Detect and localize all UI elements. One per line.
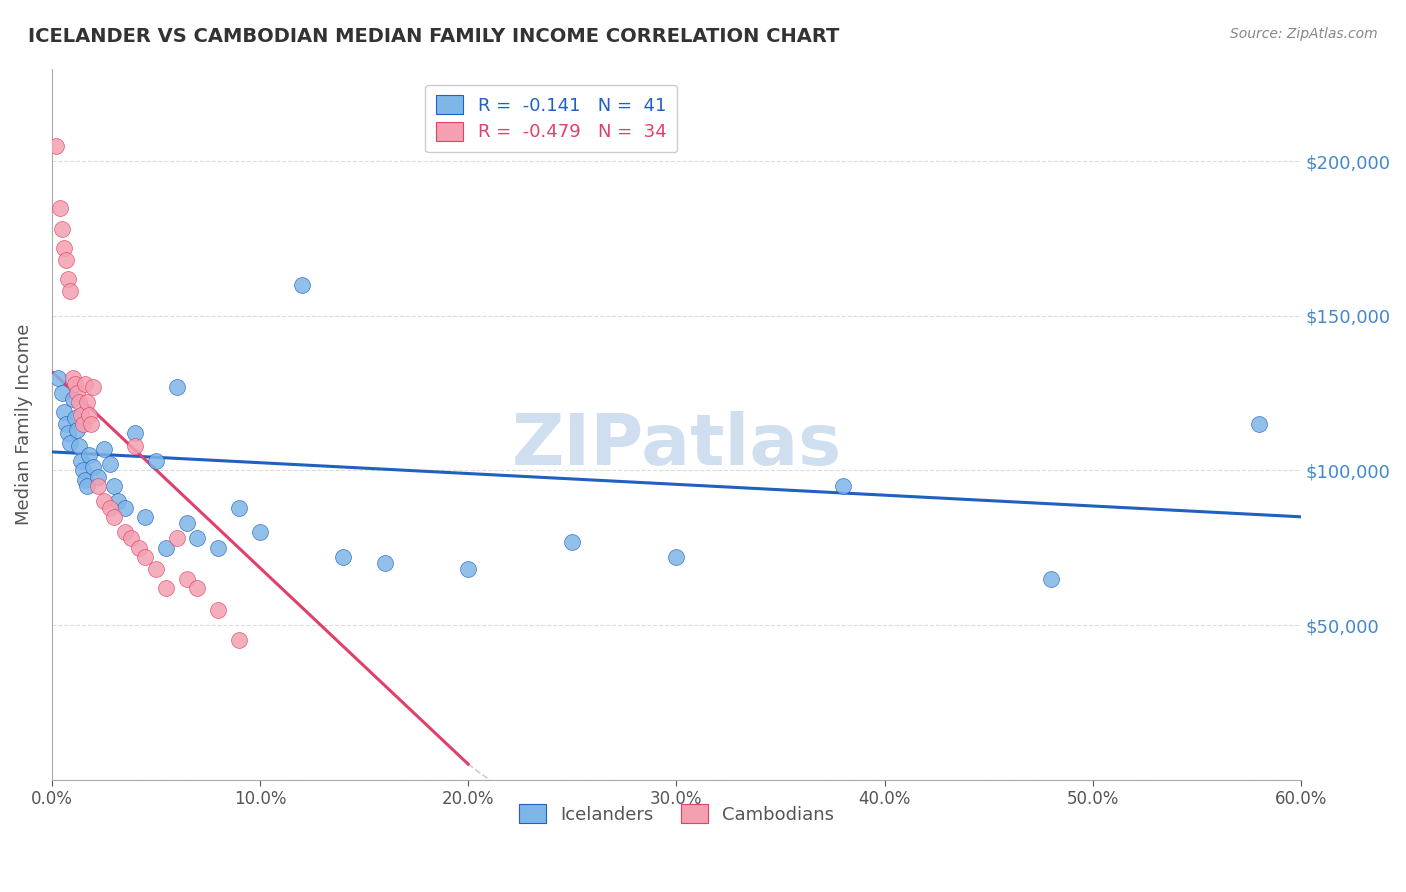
Point: [70, 454, 93, 468]
Text: ZIPatlas: ZIPatlas: [512, 411, 841, 480]
Point: [107, 494, 129, 508]
Point: [77, 448, 100, 462]
Point: [82, 380, 104, 394]
Point: [124, 426, 146, 441]
Point: [76, 479, 98, 493]
Point: [76, 395, 98, 409]
Point: [134, 549, 156, 564]
Point: [103, 479, 125, 493]
Point: [75, 376, 97, 391]
Point: [1249, 417, 1271, 431]
Point: [176, 572, 198, 586]
Point: [207, 541, 229, 555]
Point: [124, 439, 146, 453]
Point: [55, 417, 77, 431]
Point: [457, 562, 479, 576]
Point: [53, 241, 76, 255]
Point: [93, 442, 115, 456]
Point: [49, 201, 72, 215]
Point: [176, 516, 198, 530]
Point: [291, 277, 314, 292]
Point: [75, 473, 97, 487]
Point: [51, 222, 73, 236]
Point: [66, 386, 89, 401]
Point: [374, 556, 396, 570]
Point: [561, 534, 583, 549]
Point: [186, 581, 208, 595]
Point: [332, 549, 354, 564]
Point: [166, 532, 188, 546]
Point: [45, 138, 67, 153]
Point: [207, 602, 229, 616]
Point: [114, 500, 136, 515]
Point: [63, 410, 86, 425]
Y-axis label: Median Family Income: Median Family Income: [15, 324, 32, 524]
Point: [114, 525, 136, 540]
Point: [228, 500, 250, 515]
Point: [832, 479, 855, 493]
Point: [77, 408, 100, 422]
Point: [58, 272, 80, 286]
Point: [66, 423, 89, 437]
Legend: Icelanders, Cambodians: Icelanders, Cambodians: [508, 794, 845, 835]
Point: [128, 541, 150, 555]
Point: [59, 284, 82, 298]
Point: [51, 386, 73, 401]
Point: [53, 405, 76, 419]
Point: [55, 253, 77, 268]
Point: [98, 457, 121, 471]
Point: [72, 463, 94, 477]
Point: [67, 439, 90, 453]
Point: [103, 509, 125, 524]
Point: [72, 417, 94, 431]
Point: [249, 525, 271, 540]
Point: [98, 500, 121, 515]
Point: [186, 532, 208, 546]
Point: [62, 392, 84, 407]
Point: [80, 417, 103, 431]
Point: [67, 395, 90, 409]
Text: ICELANDER VS CAMBODIAN MEDIAN FAMILY INCOME CORRELATION CHART: ICELANDER VS CAMBODIAN MEDIAN FAMILY INC…: [28, 27, 839, 45]
Point: [665, 549, 688, 564]
Point: [145, 454, 167, 468]
Point: [145, 562, 167, 576]
Text: Source: ZipAtlas.com: Source: ZipAtlas.com: [1230, 27, 1378, 41]
Point: [82, 460, 104, 475]
Point: [93, 494, 115, 508]
Point: [46, 370, 69, 384]
Point: [86, 469, 108, 483]
Point: [59, 435, 82, 450]
Point: [58, 426, 80, 441]
Point: [62, 370, 84, 384]
Point: [155, 541, 177, 555]
Point: [86, 479, 108, 493]
Point: [134, 509, 156, 524]
Point: [63, 376, 86, 391]
Point: [70, 408, 93, 422]
Point: [166, 380, 188, 394]
Point: [228, 633, 250, 648]
Point: [120, 532, 142, 546]
Point: [155, 581, 177, 595]
Point: [1040, 572, 1063, 586]
